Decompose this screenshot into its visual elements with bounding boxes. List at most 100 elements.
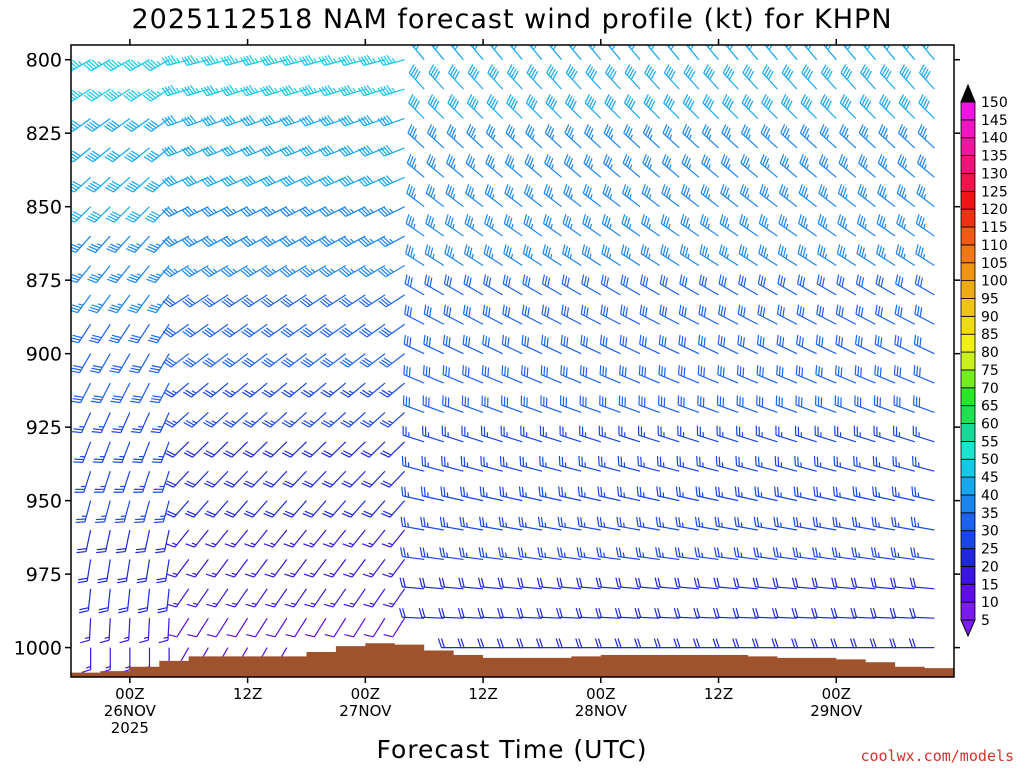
wind-barb [265,617,288,638]
wind-barb [358,323,386,338]
wind-barb [399,607,425,619]
wind-barb [71,118,91,132]
wind-barb [200,114,229,127]
wind-barb [201,175,229,187]
wind-barb [576,577,601,590]
wind-barb [152,471,170,493]
wind-barb [162,235,190,248]
wind-barb [339,353,366,368]
wind-barb [915,214,935,237]
wind-barb [448,64,464,90]
wind-barb [499,456,523,472]
wind-barb [450,45,464,61]
wind-barb [538,486,562,502]
wind-barb [428,64,445,90]
wind-barb [358,294,386,308]
wind-barb [559,395,582,414]
colorbar-segment [960,494,976,514]
wind-barb [245,588,268,608]
wind-barb [701,154,719,178]
wind-barb [872,456,896,472]
y-tick-label: 975 [26,564,62,586]
wind-barb [404,304,425,325]
wind-barb [221,323,248,338]
wind-barb [246,617,268,638]
wind-barb [718,304,739,325]
wind-barb [401,486,425,502]
wind-barb [892,456,915,472]
wind-barb [161,114,189,127]
wind-barb [660,244,680,266]
wind-barb [795,395,817,414]
wind-barb [876,214,896,237]
wind-barb [870,547,896,561]
wind-barb [696,456,719,472]
wind-barb [623,94,641,119]
x-tick-label: 29NOV [810,702,863,720]
wind-barb [834,365,857,384]
wind-barb [381,529,406,548]
wind-barb [404,274,425,296]
wind-barb [595,577,621,590]
wind-barb [600,304,621,325]
wind-barb [682,124,700,149]
wind-barb [74,471,92,493]
x-tick-label: 26NOV [104,702,157,720]
wind-barb [479,516,503,531]
wind-barb [184,470,209,488]
wind-barb [659,274,680,296]
wind-barb [757,304,778,325]
wind-barb [280,294,307,308]
wind-barb [149,382,170,404]
colorbar-segment [960,244,976,264]
wind-barb [897,124,916,149]
wind-barb [862,45,876,61]
wind-barb [607,45,621,61]
wind-barb [820,94,837,119]
wind-barb [604,94,621,119]
y-tick-label: 1000 [14,638,62,660]
wind-barb [134,500,151,524]
wind-barb [71,323,92,344]
wind-barb [505,124,523,149]
wind-barb [113,471,131,493]
wind-barb [465,154,484,178]
wind-barb [323,588,347,608]
wind-barb [322,500,347,518]
wind-barb [658,334,680,355]
wind-barb [504,154,523,178]
wind-barb [86,235,111,253]
wind-barb [653,638,680,649]
wind-barb [860,64,876,90]
wind-barb [320,353,347,368]
wind-barb [423,304,445,325]
wind-barb [320,382,347,398]
wind-barb [504,184,523,208]
wind-barb [537,516,562,531]
wind-barb [221,294,248,308]
wind-barb [893,425,915,443]
colorbar-label: 65 [981,399,999,415]
wind-barb [461,395,484,414]
wind-barb [581,244,602,266]
wind-barb [487,64,504,90]
wind-barb [478,547,503,561]
wind-barb [87,265,111,284]
wind-barb [503,214,523,237]
colorbar-segment [960,548,976,567]
wind-barb [303,529,327,548]
colorbar-label: 150 [981,95,1008,111]
wind-barb [130,382,151,404]
wind-barb [182,353,209,368]
wind-barb [562,214,582,237]
wind-barb [548,45,563,61]
wind-barb [406,154,425,178]
colorbar-label: 30 [981,524,999,540]
wind-barb [463,244,484,266]
wind-barb [379,411,405,428]
wind-barb [642,154,661,178]
wind-barb [98,588,111,614]
wind-barb [639,334,660,355]
wind-barb [106,235,131,253]
wind-barb [224,529,249,548]
